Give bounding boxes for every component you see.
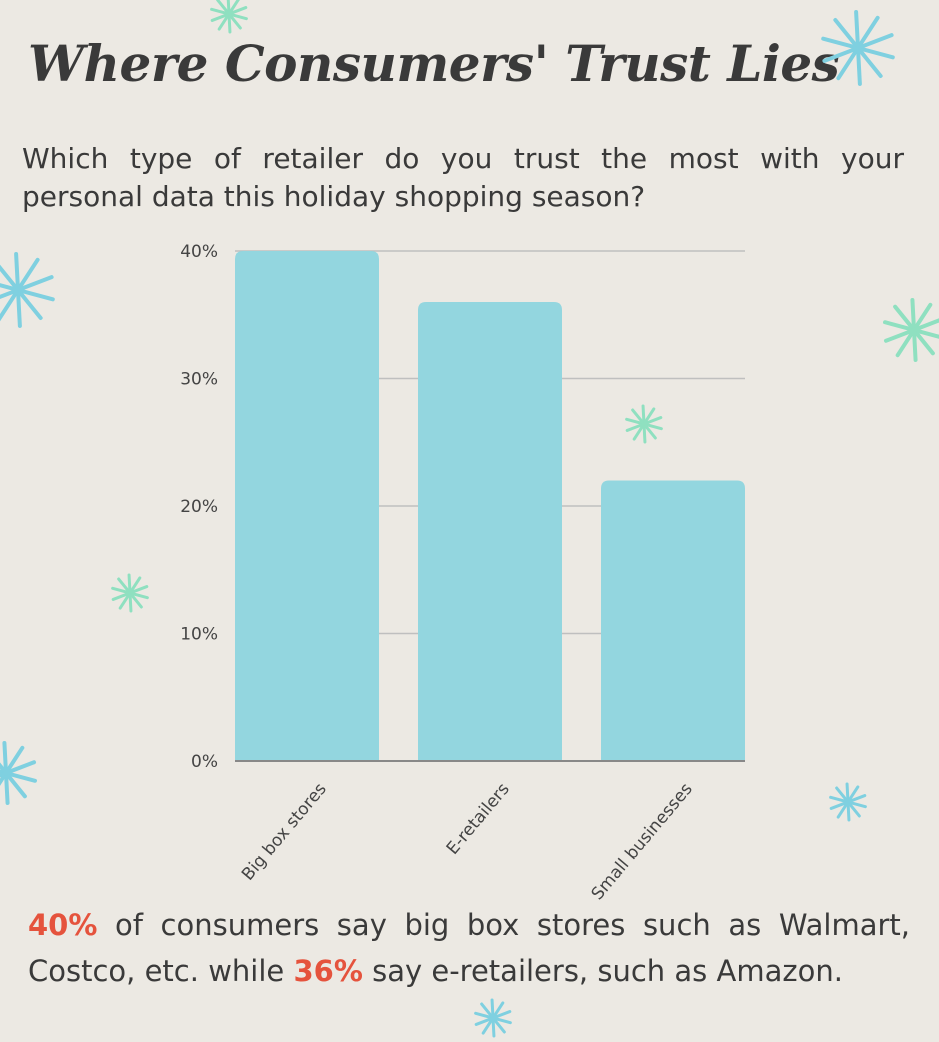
snowflake-icon (0, 252, 56, 328)
snowflake-icon (624, 404, 664, 444)
y-tick-label: 0% (191, 752, 218, 772)
bar (235, 251, 379, 761)
summary-part-2: say e-retailers, such as Amazon. (362, 954, 843, 988)
snowflake-icon (473, 998, 513, 1038)
y-tick-label: 40% (180, 242, 218, 262)
snowflake-icon (828, 782, 868, 822)
y-tick-label: 20% (180, 497, 218, 517)
summary-part-1: of consumers say big box stores such as … (28, 908, 910, 988)
y-tick-label: 10% (180, 625, 218, 645)
y-tick-label: 30% (180, 370, 218, 390)
survey-question: Which type of retailer do you trust the … (22, 142, 904, 213)
snowflake-icon (110, 573, 150, 613)
summary-text: 40% of consumers say big box stores such… (28, 902, 910, 994)
x-tick-label: Big box stores (238, 779, 331, 884)
snowflake-icon (209, 0, 249, 34)
page-title: Where Consumers' Trust Lies (28, 34, 840, 93)
snowflake-icon (0, 741, 38, 805)
x-tick-label: E-retailers (443, 779, 514, 858)
snowflake-icon (882, 298, 939, 362)
x-tick-label: Small businesses (588, 779, 697, 904)
stat-big-box: 40% (28, 908, 98, 942)
bar (601, 480, 745, 761)
bar (418, 302, 562, 761)
stat-e-retailers: 36% (293, 954, 363, 988)
snowflake-icon (820, 10, 896, 86)
